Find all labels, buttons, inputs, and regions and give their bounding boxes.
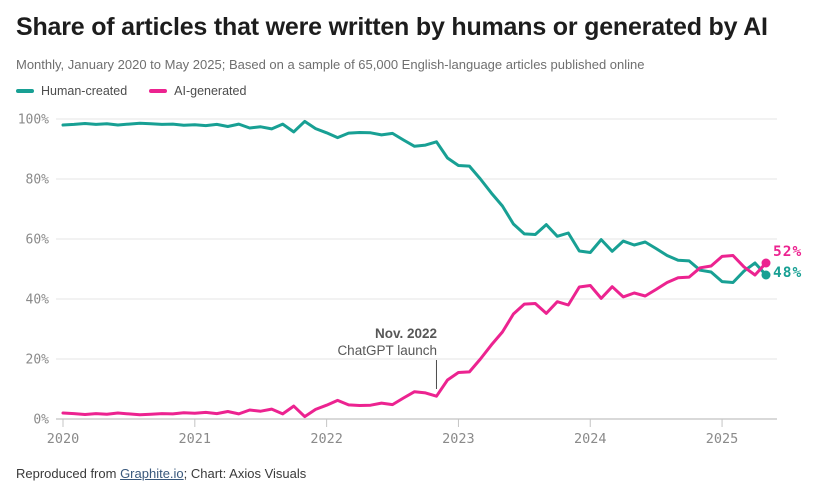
ai-generated-swatch-icon (149, 89, 168, 93)
y-axis-label: 0% (33, 413, 49, 428)
x-axis-label: 2020 (47, 431, 80, 447)
y-axis-label: 60% (26, 233, 50, 248)
y-axis-label: 40% (26, 293, 50, 308)
x-axis-label: 2023 (442, 431, 475, 447)
end-dot-ai-generated (761, 258, 771, 268)
x-axis-label: 2022 (310, 431, 343, 447)
graphite-link[interactable]: Graphite.io (120, 466, 184, 481)
series-line-human-created (61, 119, 768, 284)
source-prefix: Reproduced from (16, 466, 121, 481)
legend-label: AI-generated (174, 84, 247, 98)
x-axis-label: 2025 (706, 431, 739, 447)
y-axis-label: 100% (18, 113, 49, 128)
annotation-event-label: ChatGPT launch (337, 343, 437, 358)
annotation-event-date: Nov. 2022 (374, 326, 437, 341)
legend-item-ai-generated: AI-generated (149, 84, 246, 98)
y-axis-label: 20% (26, 353, 50, 368)
legend-item-human-created: Human-created (16, 84, 127, 98)
chart-subtitle: Monthly, January 2020 to May 2025; Based… (16, 57, 645, 72)
x-axis-label: 2021 (179, 431, 212, 447)
page-title: Share of articles that were written by h… (16, 13, 768, 41)
source-suffix: ; Chart: Axios Visuals (183, 466, 307, 481)
x-axis-label: 2024 (574, 431, 607, 447)
ai-generated-end-value: 52% (773, 244, 803, 260)
human-created-end-value: 48% (773, 265, 803, 281)
end-dot-human-created (761, 270, 771, 280)
legend-label: Human-created (41, 84, 128, 98)
human-created-swatch-icon (16, 89, 34, 93)
source-credit: Reproduced from Graphite.io; Chart: Axio… (16, 466, 306, 481)
chart-legend: Human-created AI-generated (16, 84, 246, 98)
series-line-ai-generated (61, 254, 768, 419)
y-axis-label: 80% (26, 173, 50, 188)
